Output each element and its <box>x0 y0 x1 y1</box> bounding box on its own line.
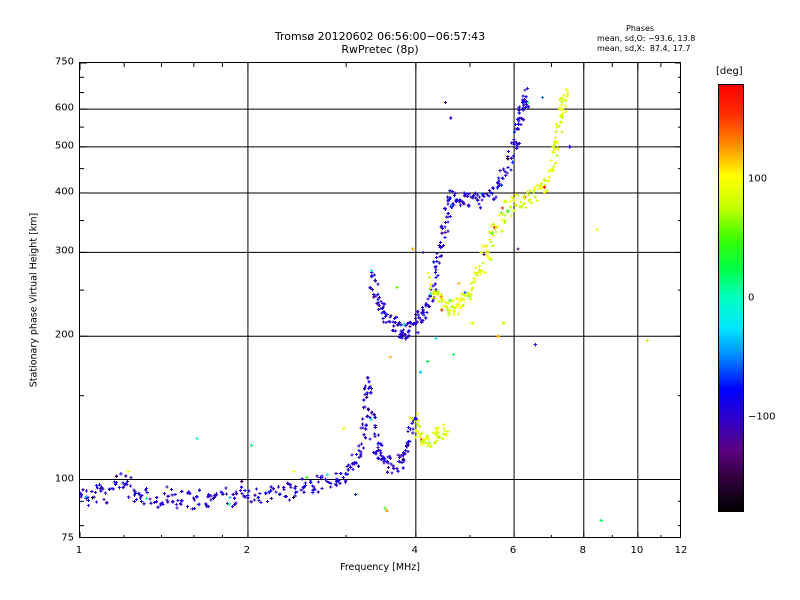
y-tick-label-500: 500 <box>54 140 74 152</box>
colorbar-unit-label: [deg] <box>716 66 743 77</box>
phases-annotation-heading: Phases <box>626 24 655 33</box>
y-tick-label-600: 600 <box>54 102 74 114</box>
y-tick-label-400: 400 <box>54 186 74 198</box>
colorbar-tick-2: −100 <box>748 411 776 423</box>
y-tick-label-100: 100 <box>54 473 74 485</box>
series-0 <box>80 376 418 511</box>
series-3 <box>426 88 570 317</box>
series-2 <box>368 86 530 341</box>
x-axis-title: Frequency [MHz] <box>340 562 420 573</box>
phases-annotation-o: mean, sd,O: −93.6, 13.8 <box>597 34 696 43</box>
y-tick-label-300: 300 <box>54 245 74 257</box>
chart-title-line-1: Tromsø 20120602 06:56:00−06:57:43 <box>274 30 486 43</box>
series-4 <box>126 95 649 523</box>
colorbar <box>718 84 744 512</box>
data-points-layer <box>80 86 649 523</box>
phases-annotation-x: mean, sd,X: 87.4, 17.7 <box>597 44 691 53</box>
y-axis-title: Stationary phase Virtual Height [km] <box>28 212 40 388</box>
x-tick-label-2: 2 <box>243 545 251 556</box>
x-tick-label-4: 4 <box>411 545 419 556</box>
x-tick-label-6: 6 <box>509 545 517 556</box>
x-tick-label-8: 8 <box>579 545 586 556</box>
x-tick-label-10: 10 <box>630 545 644 556</box>
y-tick-label-750: 750 <box>54 56 74 68</box>
y-tick-label-200: 200 <box>54 329 74 341</box>
plot-area <box>79 62 681 538</box>
colorbar-gradient <box>718 84 744 512</box>
x-tick-label-1: 1 <box>75 545 83 556</box>
colorbar-tick-0: 100 <box>748 173 768 185</box>
series-1 <box>408 412 450 448</box>
x-tick-label-12: 12 <box>674 545 688 556</box>
chart-title-line-2: RwPretec (8p) <box>341 43 419 56</box>
gridlines <box>80 63 680 537</box>
y-tick-label-75: 75 <box>61 532 74 544</box>
colorbar-tick-1: 0 <box>748 292 755 304</box>
